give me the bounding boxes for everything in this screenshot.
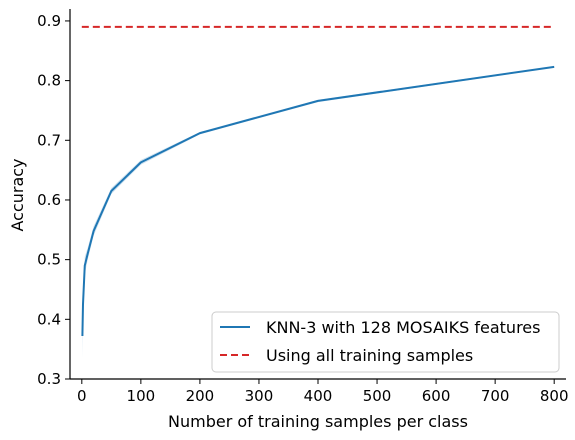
y-tick-label: 0.3 — [37, 370, 61, 388]
y-axis-title: Accuracy — [8, 158, 27, 231]
x-tick-label: 600 — [422, 387, 451, 405]
x-tick-label: 800 — [540, 387, 569, 405]
legend-label-knn: KNN-3 with 128 MOSAIKS features — [266, 318, 540, 337]
x-ticks: 0 100 200 300 400 500 600 700 800 — [77, 379, 569, 405]
x-tick-label: 300 — [245, 387, 274, 405]
series-line-0 — [81, 65, 555, 337]
legend: KNN-3 with 128 MOSAIKS features Using al… — [211, 311, 560, 373]
y-tick-label: 0.4 — [37, 310, 61, 328]
legend-box — [211, 311, 560, 373]
x-tick-label: 200 — [186, 387, 215, 405]
y-tick-label: 0.6 — [37, 191, 61, 209]
y-tick-label: 0.7 — [37, 131, 61, 149]
x-tick-label: 400 — [304, 387, 333, 405]
x-axis-title: Number of training samples per class — [168, 412, 468, 431]
legend-label-all-samples: Using all training samples — [266, 346, 473, 365]
y-tick-label: 0.5 — [37, 251, 61, 269]
x-tick-label: 100 — [127, 387, 156, 405]
y-tick-label: 0.9 — [37, 12, 61, 30]
x-tick-label: 500 — [363, 387, 392, 405]
x-tick-label: 0 — [77, 387, 87, 405]
y-ticks: 0.3 0.4 0.5 0.6 0.7 0.8 0.9 — [37, 12, 70, 388]
series-layer — [81, 25, 555, 337]
x-tick-label: 700 — [481, 387, 510, 405]
y-tick-label: 0.8 — [37, 72, 61, 90]
